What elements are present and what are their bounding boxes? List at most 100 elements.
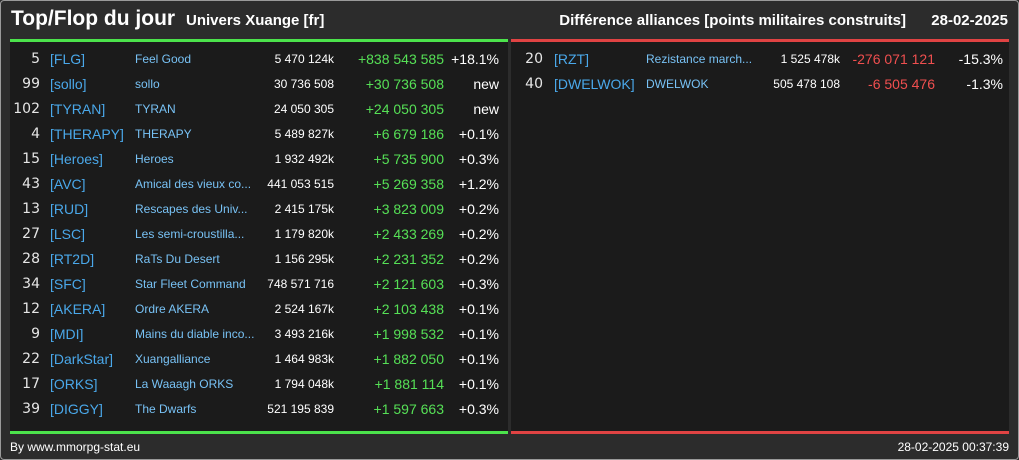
alliance-points-diff: +24 050 305 [365,101,444,117]
alliance-points-diff: +5 735 900 [373,151,444,167]
alliance-percent-change: +0.1% [458,351,499,367]
alliance-percent-change: +0.3% [458,401,499,417]
alliance-tag-link[interactable]: [sollo] [50,76,87,92]
footer-source[interactable]: By www.mmorpg-stat.eu [10,440,141,454]
alliance-percent-change: +1.2% [458,176,499,192]
alliance-points-diff: +838 543 585 [357,51,444,67]
alliance-name-link[interactable]: Rezistance march... [646,52,753,66]
alliance-percent-change: new [473,101,499,117]
alliance-name-link[interactable]: Ordre AKERA [135,302,210,316]
alliance-points: 1 464 983k [274,352,334,366]
alliance-points: 30 736 508 [273,77,334,91]
alliance-percent-change: +0.2% [458,226,499,242]
alliance-tag-link[interactable]: [DarkStar] [50,351,114,367]
alliance-points-diff: +2 433 269 [373,226,444,242]
alliance-rank: 43 [22,176,40,192]
top-row: 13 [RUD] Rescapes des Univ... 2 415 175k +3 … [10,197,508,222]
alliance-name-link[interactable]: Les semi-croustilla... [135,227,245,241]
alliance-rank: 12 [22,301,40,317]
alliance-points-diff: -6 505 476 [868,76,935,92]
alliance-name-link[interactable]: Mains du diable inco... [135,327,255,341]
page-title: Top/Flop du jour [11,7,176,30]
alliance-tag-link[interactable]: [AVC] [50,176,86,192]
footer-timestamp: 28-02-2025 00:37:39 [897,440,1009,454]
alliance-rank: 28 [22,251,40,267]
alliance-name-link[interactable]: Rescapes des Univ... [135,202,248,216]
top-row: 34 [SFC] Star Fleet Command 748 571 716 +2 1… [10,272,508,297]
alliance-name-link[interactable]: Feel Good [135,52,192,66]
alliance-points: 505 478 108 [773,77,840,91]
alliance-name-link[interactable]: The Dwarfs [135,402,197,416]
flop-row: 40 [DWELWOK] DWELWOK 505 478 108 -6 505 476 -… [511,72,1009,97]
flop-panel: 20 [RZT] Rezistance march... 1 525 478k -276… [511,42,1009,432]
alliance-points-diff: +3 823 009 [373,201,444,217]
top-row: 17 [ORKS] La Waaagh ORKS 1 794 048k +1 881 1… [10,372,508,397]
alliance-points-diff: +1 597 663 [373,401,444,417]
alliance-rank: 20 [525,51,543,67]
top-row: 102 [TYRAN] TYRAN 24 050 305 +24 050 305 new [10,97,508,122]
alliance-name-link[interactable]: sollo [135,77,160,91]
alliance-name-link[interactable]: Heroes [135,152,174,166]
alliance-points-diff: +1 998 532 [373,326,444,342]
top-row: 9 [MDI] Mains du diable inco... 3 493 216k +… [10,322,508,347]
alliance-name-link[interactable]: Xuangalliance [135,352,211,366]
alliance-percent-change: +18.1% [451,51,499,67]
alliance-tag-link[interactable]: [FLG] [50,51,86,67]
top-row: 15 [Heroes] Heroes 1 932 492k +5 735 900 +0.3… [10,147,508,172]
alliance-tag-link[interactable]: [AKERA] [50,301,106,317]
alliance-points: 5 470 124k [274,52,334,66]
alliance-tag-link[interactable]: [DIGGY] [50,401,103,417]
alliance-percent-change: +0.1% [458,126,499,142]
top-row: 43 [AVC] Amical des vieux co... 441 053 515… [10,172,508,197]
alliance-points: 2 524 167k [274,302,334,316]
flop-row: 20 [RZT] Rezistance march... 1 525 478k -276… [511,47,1009,72]
alliance-rank: 17 [22,376,40,392]
alliance-tag-link[interactable]: [ORKS] [50,376,98,392]
alliance-points: 441 053 515 [267,177,334,191]
alliance-tag-link[interactable]: [RZT] [554,51,589,67]
alliance-points-diff: +1 881 114 [374,376,444,392]
alliance-rank: 27 [22,226,40,242]
top-row: 27 [LSC] Les semi-croustilla... 1 179 820k +… [10,222,508,247]
top-panel: 5 [FLG] Feel Good 5 470 124k +838 543 585 +18… [10,42,508,432]
alliance-points-diff: +2 103 438 [373,301,444,317]
alliance-points: 1 932 492k [274,152,334,166]
alliance-rank: 40 [525,76,543,92]
alliance-rank: 4 [31,126,40,142]
alliance-tag-link[interactable]: [MDI] [50,326,84,342]
alliance-rank: 15 [22,151,40,167]
flop-panel-bar-top [511,39,1009,42]
top-row: 99 [sollo] sollo 30 736 508 +30 736 508 new [10,72,508,97]
ranking-subtitle: Différence alliances [points militaires … [559,12,906,29]
alliance-percent-change: +0.1% [458,326,499,342]
alliance-name-link[interactable]: RaTs Du Desert [135,252,220,266]
alliance-tag-link[interactable]: [TYRAN] [50,101,106,117]
alliance-tag-link[interactable]: [RT2D] [50,251,95,267]
alliance-tag-link[interactable]: [Heroes] [50,151,103,167]
alliance-points: 24 050 305 [273,102,334,116]
alliance-name-link[interactable]: La Waaagh ORKS [135,377,234,391]
alliance-tag-link[interactable]: [DWELWOK] [554,76,635,92]
alliance-name-link[interactable]: Amical des vieux co... [135,177,252,191]
alliance-percent-change: +0.1% [458,376,499,392]
alliance-points: 1 179 820k [274,227,334,241]
alliance-percent-change: +0.2% [458,201,499,217]
alliance-name-link[interactable]: DWELWOK [646,77,709,91]
alliance-rank: 102 [13,101,40,117]
alliance-name-link[interactable]: TYRAN [135,102,176,116]
alliance-points-diff: +30 736 508 [365,76,444,92]
alliance-name-link[interactable]: Star Fleet Command [135,277,246,291]
alliance-points-diff: +6 679 186 [373,126,444,142]
alliance-tag-link[interactable]: [RUD] [50,201,89,217]
alliance-name-link[interactable]: THERAPY [135,127,192,141]
alliance-tag-link[interactable]: [LSC] [50,226,86,242]
server-name: Univers Xuange [fr] [186,12,325,29]
alliance-tag-link[interactable]: [THERAPY] [50,126,124,142]
alliance-tag-link[interactable]: [SFC] [50,276,86,292]
alliance-points: 748 571 716 [267,277,334,291]
top-row: 22 [DarkStar] Xuangalliance 1 464 983k +1 88… [10,347,508,372]
top-panel-bar-bottom [10,431,508,434]
alliance-rank: 34 [22,276,40,292]
alliance-percent-change: +0.3% [458,276,499,292]
alliance-rank: 5 [31,51,40,67]
